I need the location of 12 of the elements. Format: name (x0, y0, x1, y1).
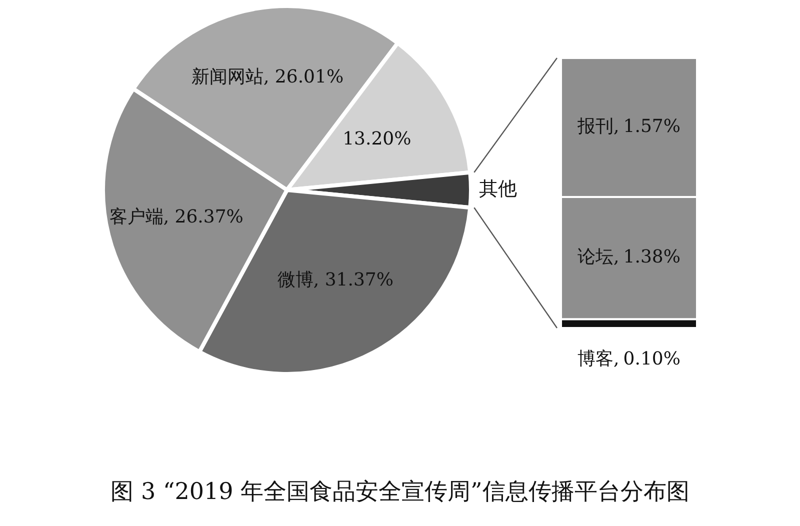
data-label: 1.57% (623, 116, 680, 138)
series-label: 报刊, (576, 116, 620, 138)
slice-label: 客户端, 26.37% (109, 206, 244, 228)
data-label: 1.38% (623, 246, 680, 268)
text: 图 3 “2019 年全国食品安全宣传周”信息传播平台分布图 (110, 478, 690, 505)
slice-label: 其他 (479, 178, 517, 200)
slice-label: 新闻网站, 26.01% (191, 66, 344, 88)
series-label: 博客, (578, 348, 620, 370)
series-label: 论坛, (578, 246, 620, 268)
data-label: 13.20% (342, 128, 412, 150)
data-label: 0.10% (623, 348, 680, 370)
slice-label: 微博, 31.37% (277, 270, 394, 291)
